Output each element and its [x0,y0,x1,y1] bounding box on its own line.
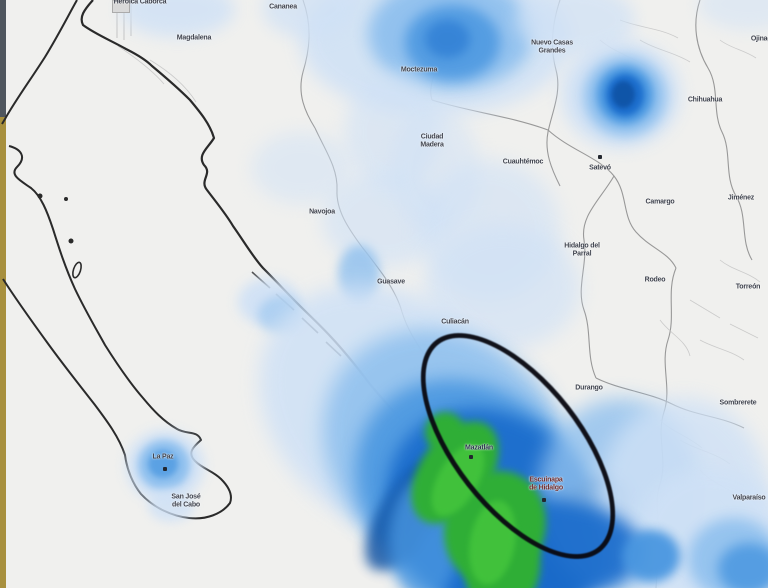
map-label: Guasave [377,278,405,286]
map-label: Mazatlán [465,444,493,452]
map-label: Cuauhtémoc [502,158,544,166]
city-marker [469,455,473,459]
map-label: Sombrerete [719,399,757,407]
precip-blob [612,81,635,108]
map-label: Rodeo [644,276,666,284]
map-label: Satevó [589,164,611,172]
map-label: Moctezuma [400,66,438,74]
map-label: Torreón [735,283,761,291]
map-label: Navojoa [309,208,335,216]
map-label: Chihuahua [687,96,723,104]
map-label: Valparaíso [732,494,766,502]
island-marks [37,193,82,279]
map-label: Escuinapa de Hidalgo [529,476,563,492]
map-label: Jiménez [727,194,755,202]
map-label: La Paz [152,453,174,461]
left-edge-bar-gold [0,117,6,588]
map-label: Hidalgo del Parral [564,242,600,258]
map-label: Ojinaga [750,35,768,43]
precip-blob [622,530,680,582]
map-label: Magdalena [176,34,212,42]
map-label: Culiacán [441,318,469,326]
precip-blob [148,490,194,522]
label-box [112,0,130,13]
map-label: Cananea [269,3,297,11]
precip-blob [718,543,768,588]
city-marker [598,155,602,159]
city-marker [542,498,546,502]
map-label: San José del Cabo [171,493,201,509]
precip-blob [425,20,470,58]
map-label: Durango [575,384,603,392]
map-label: Camargo [645,198,675,206]
precip-blob [148,450,178,478]
baja-coastline [1,0,232,520]
city-marker [163,467,167,471]
left-edge-bar-top [0,0,6,117]
map-label: Heroica Caborca [113,0,167,6]
map-label: Nuevo Casas Grandes [531,39,573,55]
map-label: Ciudad Madera [420,133,444,149]
